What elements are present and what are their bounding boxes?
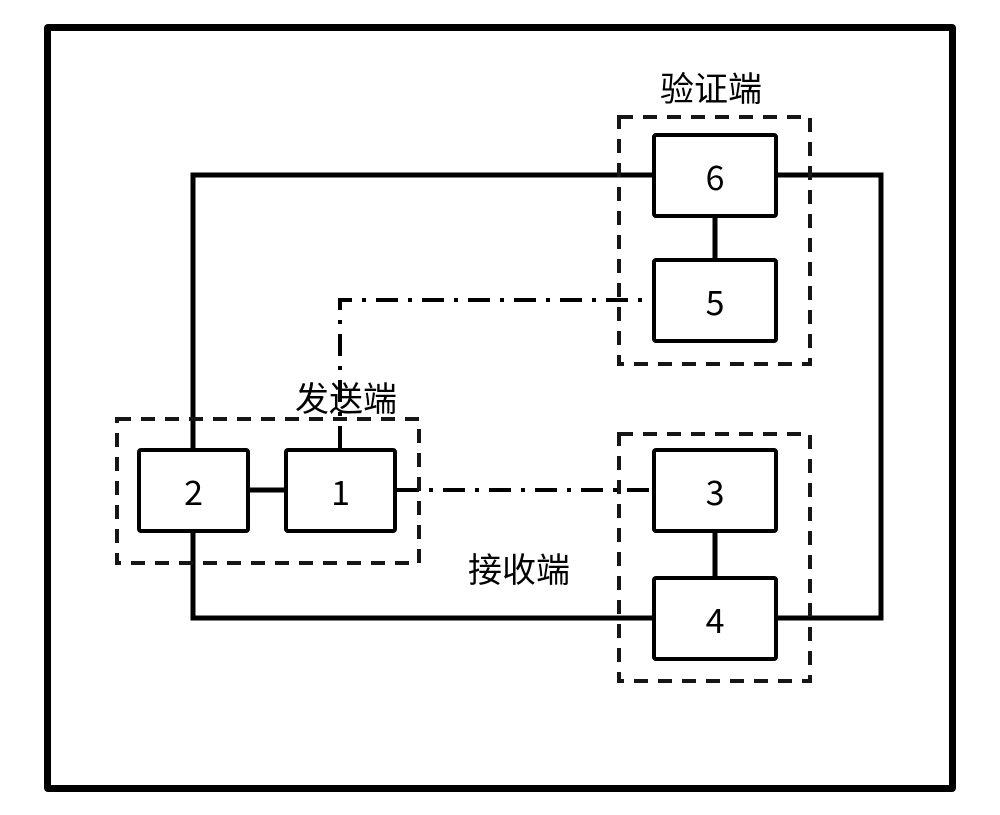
outer-frame xyxy=(44,24,956,792)
block-3: 3 xyxy=(652,448,778,533)
sender-group-label: 发送端 xyxy=(295,372,397,421)
block-3-label: 3 xyxy=(706,466,725,515)
block-4: 4 xyxy=(652,576,778,661)
block-6: 6 xyxy=(652,133,778,218)
block-2-label: 2 xyxy=(184,466,203,515)
block-4-label: 4 xyxy=(706,594,725,643)
receiver-group-label: 接收端 xyxy=(468,543,570,592)
block-1: 1 xyxy=(284,448,397,533)
block-5-label: 5 xyxy=(706,276,725,325)
block-5: 5 xyxy=(652,258,778,343)
block-1-label: 1 xyxy=(331,466,350,515)
block-6-label: 6 xyxy=(706,151,725,200)
diagram-stage: 发送端接收端 验证端 1 2 3 4 5 6 xyxy=(0,0,1000,815)
verifier-group-label: 验证端 xyxy=(660,62,762,111)
block-2: 2 xyxy=(137,448,250,533)
